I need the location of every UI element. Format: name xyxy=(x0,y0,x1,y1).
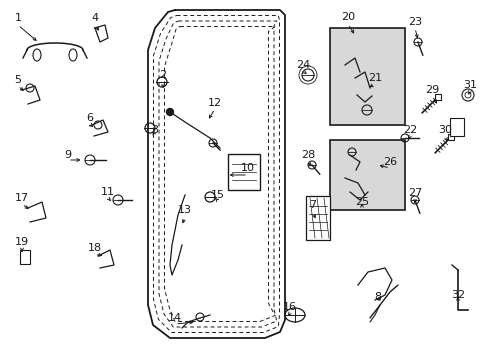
Text: 27: 27 xyxy=(407,188,421,198)
Circle shape xyxy=(166,108,173,116)
Text: 16: 16 xyxy=(283,302,296,312)
Bar xyxy=(20,250,30,264)
Text: 14: 14 xyxy=(167,313,182,323)
Text: 20: 20 xyxy=(340,12,354,22)
Text: 12: 12 xyxy=(207,98,222,108)
Bar xyxy=(305,196,329,240)
Text: 26: 26 xyxy=(382,157,396,167)
Text: 3: 3 xyxy=(151,125,158,135)
Text: 30: 30 xyxy=(437,125,451,135)
Text: 7: 7 xyxy=(309,200,316,210)
Text: 13: 13 xyxy=(178,205,192,215)
Text: 21: 21 xyxy=(367,73,381,83)
Text: 32: 32 xyxy=(450,290,464,300)
Bar xyxy=(227,154,260,190)
Text: 10: 10 xyxy=(241,163,254,173)
Text: 19: 19 xyxy=(15,237,29,247)
Text: 24: 24 xyxy=(295,60,309,70)
Text: 11: 11 xyxy=(101,187,115,197)
Bar xyxy=(329,28,404,125)
Bar xyxy=(449,118,463,136)
Text: 8: 8 xyxy=(374,292,381,302)
Text: 5: 5 xyxy=(15,75,21,85)
Bar xyxy=(329,140,404,210)
Text: 18: 18 xyxy=(88,243,102,253)
Text: 31: 31 xyxy=(462,80,476,90)
Text: 6: 6 xyxy=(86,113,93,123)
Bar xyxy=(447,134,453,140)
Text: 29: 29 xyxy=(424,85,438,95)
Text: 15: 15 xyxy=(210,190,224,200)
Text: 1: 1 xyxy=(15,13,21,23)
Text: 23: 23 xyxy=(407,17,421,27)
Text: 17: 17 xyxy=(15,193,29,203)
Bar xyxy=(434,94,440,100)
Text: 2: 2 xyxy=(159,70,166,80)
Text: 22: 22 xyxy=(402,125,416,135)
Text: 9: 9 xyxy=(64,150,71,160)
Text: 28: 28 xyxy=(300,150,314,160)
Text: 4: 4 xyxy=(91,13,99,23)
Text: 25: 25 xyxy=(354,197,368,207)
